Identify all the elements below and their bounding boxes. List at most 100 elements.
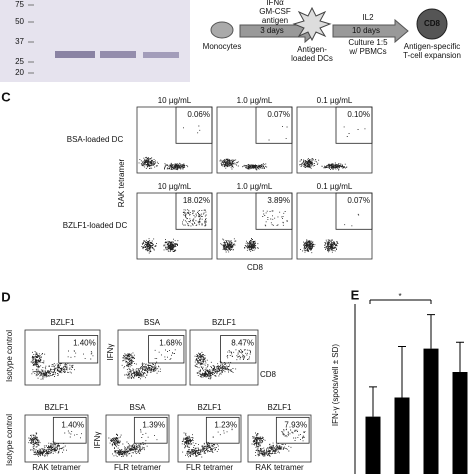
plot-title: 0.1 µg/mL — [317, 96, 353, 105]
axis-label: FLR tetramer — [186, 463, 233, 472]
gel-band — [100, 51, 136, 58]
label: Culture 1:5 — [348, 38, 388, 47]
axis-label: Isotype control — [5, 330, 14, 382]
gel-band — [55, 51, 95, 58]
events — [108, 429, 158, 457]
gate — [335, 192, 373, 230]
gel-band — [143, 52, 179, 58]
gate — [255, 106, 293, 144]
percent-label: 18.02% — [183, 196, 210, 205]
bar — [394, 397, 410, 474]
marker-label: 50 — [15, 17, 24, 26]
events — [220, 210, 288, 253]
label: IL2 — [362, 13, 374, 22]
percent-label: 0.06% — [187, 110, 210, 119]
events — [141, 209, 207, 254]
label: Antigen- — [297, 45, 327, 54]
gate — [205, 416, 240, 444]
label: CD8 — [424, 19, 441, 28]
marker-label: 37 — [15, 37, 24, 46]
label: Antigen-specific — [404, 42, 460, 51]
plot-title: BZLF1 — [212, 318, 237, 327]
plot-title: BZLF1 — [197, 403, 222, 412]
label: loaded DCs — [291, 54, 333, 63]
arrow — [332, 18, 409, 44]
percent-label: 0.07% — [347, 196, 370, 205]
marker-label: 20 — [15, 68, 24, 77]
axis-label: Isotype control — [5, 414, 14, 466]
events — [299, 126, 366, 171]
percent-label: 1.39% — [142, 420, 165, 429]
axis-label: RAK tetramer — [117, 158, 126, 207]
plot-title: 0.1 µg/mL — [317, 182, 353, 191]
significance: * — [398, 292, 401, 301]
plot-title: BZLF1 — [267, 403, 292, 412]
gate — [52, 416, 87, 444]
cd8-icon — [416, 8, 448, 40]
panel-letter: E — [351, 287, 360, 302]
label: w/ PBMCs — [348, 47, 386, 56]
gate — [255, 192, 293, 230]
gate — [58, 335, 99, 364]
events — [300, 213, 360, 254]
plot-title: BSA — [129, 403, 146, 412]
gate — [335, 106, 373, 144]
bar — [365, 416, 381, 474]
label: IFNα — [266, 0, 284, 7]
label: 10 days — [352, 26, 380, 35]
y-axis-label: IFN-γ (spots/well ± SD) — [331, 344, 340, 427]
percent-label: 1.40% — [61, 420, 84, 429]
gate — [275, 416, 310, 444]
panel-letter: D — [1, 289, 10, 304]
gate — [133, 416, 168, 444]
axis-label: RAK tetramer — [32, 463, 81, 472]
events — [138, 125, 201, 171]
events — [251, 428, 306, 457]
events — [30, 350, 94, 380]
plot-title: BZLF1 — [44, 403, 69, 412]
label: antigen — [262, 16, 288, 25]
label: T-cell expansion — [403, 51, 461, 60]
percent-label: 1.23% — [214, 420, 237, 429]
axis-label: CD8 — [247, 263, 264, 272]
dc-icon — [292, 6, 332, 42]
label: Monocytes — [203, 42, 242, 51]
axis-label: IFNγ — [93, 432, 102, 449]
percent-label: 1.40% — [73, 339, 96, 348]
percent-label: 3.89% — [267, 196, 290, 205]
row-label: BZLF1-loaded DC — [63, 221, 128, 230]
percent-label: 1.68% — [159, 339, 182, 348]
events — [121, 349, 176, 380]
label: GM-CSF — [259, 7, 291, 16]
marker-label: 75 — [15, 0, 24, 9]
plot-title: 10 µg/mL — [158, 182, 192, 191]
gate — [175, 192, 213, 230]
monocyte-icon — [210, 21, 234, 39]
percent-label: 7.93% — [284, 420, 307, 429]
plot-title: BSA — [144, 318, 161, 327]
plot-title: 1.0 µg/mL — [237, 96, 273, 105]
events — [219, 125, 288, 171]
events — [194, 348, 251, 380]
percent-label: 8.47% — [231, 339, 254, 348]
gate — [175, 106, 213, 144]
flow-plot — [136, 106, 213, 174]
plot-title: 10 µg/mL — [158, 96, 192, 105]
axis-label: IFNγ — [106, 344, 115, 361]
panel-letter: C — [1, 89, 11, 104]
row-label: BSA-loaded DC — [67, 135, 124, 144]
gel — [0, 0, 190, 82]
axis-label: RAK tetramer — [255, 463, 304, 472]
percent-label: 0.07% — [267, 110, 290, 119]
axis-label: CD8 — [260, 370, 277, 379]
bar — [423, 348, 439, 474]
plot-title: BZLF1 — [50, 318, 75, 327]
events — [28, 430, 82, 457]
bar — [452, 372, 468, 474]
marker-label: 25 — [15, 57, 24, 66]
plot-title: 1.0 µg/mL — [237, 182, 273, 191]
gate — [148, 335, 185, 364]
